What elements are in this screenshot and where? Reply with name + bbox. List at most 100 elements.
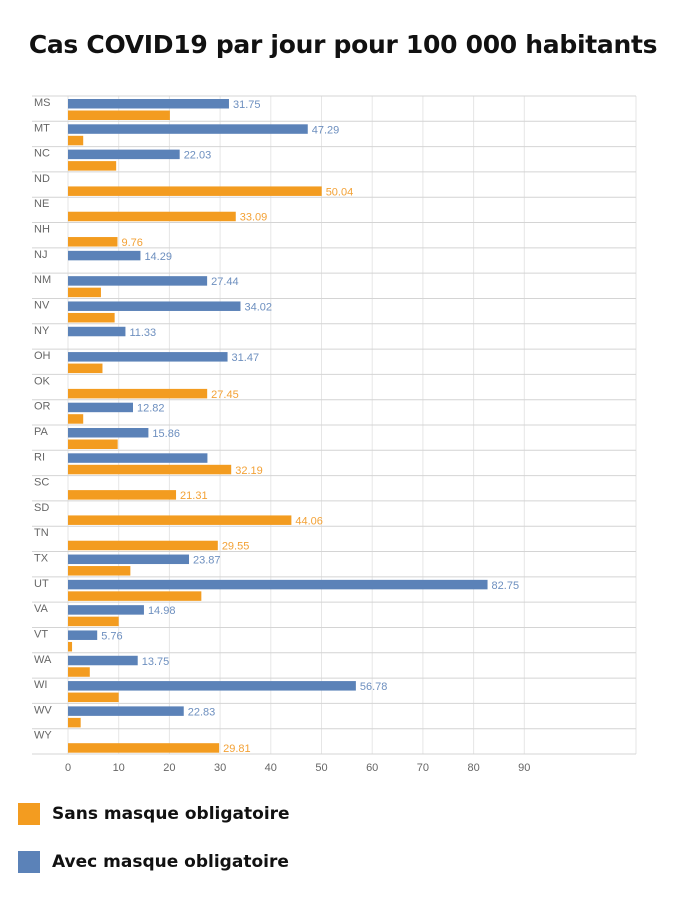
category-label: NE [34, 198, 49, 210]
category-label: NY [34, 325, 50, 337]
category-label: NJ [34, 249, 47, 261]
bar-sans-masque [68, 717, 81, 728]
bar-avec-masque [68, 124, 308, 134]
bar-sans-masque [68, 464, 232, 475]
bar-sans-masque [68, 591, 202, 601]
bar-avec-masque [68, 301, 241, 311]
bar-sans-masque [68, 211, 236, 222]
data-label: 82.75 [492, 580, 520, 592]
bar-sans-masque [68, 743, 220, 753]
x-tick-label: 80 [467, 762, 479, 774]
data-label: 21.31 [180, 490, 208, 502]
category-label: WV [34, 704, 52, 716]
x-tick-label: 50 [315, 762, 327, 774]
data-label: 44.06 [295, 515, 323, 527]
bar-avec-masque [68, 402, 133, 413]
bar-avec-masque [68, 149, 180, 160]
data-label: 56.78 [360, 681, 388, 693]
category-label: ND [34, 173, 50, 185]
chart-title: Cas COVID19 par jour pour 100 000 habita… [28, 30, 658, 59]
category-label: VA [34, 603, 49, 615]
bar-sans-masque [68, 237, 118, 247]
data-label: 15.86 [152, 428, 180, 440]
x-tick-label: 60 [366, 762, 378, 774]
category-label: OR [34, 401, 51, 413]
data-label: 47.29 [312, 124, 340, 136]
bar-avec-masque [68, 579, 488, 590]
x-tick-label: 30 [214, 762, 226, 774]
data-label: 5.76 [101, 630, 122, 642]
bar-avec-masque [68, 706, 184, 716]
category-label: NV [34, 299, 50, 311]
category-label: WA [34, 654, 52, 666]
data-label: 12.82 [137, 403, 165, 415]
data-label: 14.29 [144, 251, 172, 263]
bar-sans-masque [68, 312, 115, 323]
x-tick-label: 10 [113, 762, 125, 774]
data-label: 9.76 [121, 237, 142, 249]
legend-item-sans: Sans masque obligatoire [18, 803, 290, 825]
legend-item-avec: Avec masque obligatoire [18, 851, 289, 873]
data-label: 23.87 [193, 555, 221, 567]
x-tick-label: 90 [518, 762, 530, 774]
category-label: OK [34, 375, 51, 387]
bar-sans-masque [68, 566, 131, 576]
bar-avec-masque [68, 681, 356, 691]
bar-sans-masque [68, 692, 119, 703]
category-label: SC [34, 477, 49, 489]
bar-sans-masque [68, 616, 119, 627]
category-label: WY [34, 730, 52, 742]
data-label: 33.09 [240, 212, 268, 224]
bar-sans-masque [68, 287, 101, 298]
legend-label-avec: Avec masque obligatoire [52, 852, 289, 872]
bar-avec-masque [68, 352, 228, 362]
bar-sans-masque [68, 490, 177, 500]
category-label: TN [34, 527, 49, 539]
bar-sans-masque [68, 515, 292, 525]
bar-avec-masque [68, 250, 141, 261]
category-label: NH [34, 224, 50, 236]
bar-sans-masque [68, 186, 322, 196]
category-label: MT [34, 122, 50, 134]
bar-sans-masque [68, 540, 218, 551]
bar-avec-masque [68, 428, 149, 438]
data-label: 27.44 [211, 276, 239, 288]
bar-sans-masque [68, 388, 208, 399]
category-label: MS [34, 97, 51, 109]
category-label: WI [34, 679, 47, 691]
category-label: VT [34, 628, 48, 640]
bar-sans-masque [68, 110, 170, 120]
data-label: 11.33 [129, 327, 156, 339]
category-label: SD [34, 502, 49, 514]
bar-avec-masque [68, 605, 144, 615]
data-label: 22.83 [188, 706, 216, 718]
data-label: 34.02 [244, 301, 272, 313]
bar-sans-masque [68, 439, 118, 449]
bar-avec-masque [68, 655, 138, 666]
data-label: 27.45 [211, 389, 239, 401]
x-tick-label: 70 [417, 762, 429, 774]
category-label: NC [34, 148, 50, 160]
category-label: PA [34, 426, 49, 438]
bar-sans-masque [68, 161, 117, 171]
bar-sans-masque [68, 414, 84, 424]
x-tick-label: 40 [265, 762, 277, 774]
legend-swatch-avec [18, 851, 40, 873]
bar-avec-masque [68, 453, 208, 463]
bar-sans-masque [68, 667, 90, 677]
legend-label-sans: Sans masque obligatoire [52, 804, 290, 824]
category-label: NM [34, 274, 51, 286]
legend-swatch-sans [18, 803, 40, 825]
data-label: 22.03 [184, 150, 212, 162]
data-label: 14.98 [148, 605, 176, 617]
data-label: 29.55 [222, 541, 250, 553]
data-label: 31.47 [232, 352, 260, 364]
bar-avec-masque [68, 630, 98, 640]
bar-avec-masque [68, 99, 229, 109]
data-label: 31.75 [233, 99, 261, 111]
bar-chart: MS 31.75 MT 47.29 NC 22.03 ND 50.04 NE 33.09 NH 9.7… [32, 95, 637, 774]
category-label: RI [34, 451, 45, 463]
data-label: 29.81 [223, 743, 251, 755]
bar-sans-masque [68, 363, 103, 374]
data-label: 50.04 [326, 186, 354, 198]
